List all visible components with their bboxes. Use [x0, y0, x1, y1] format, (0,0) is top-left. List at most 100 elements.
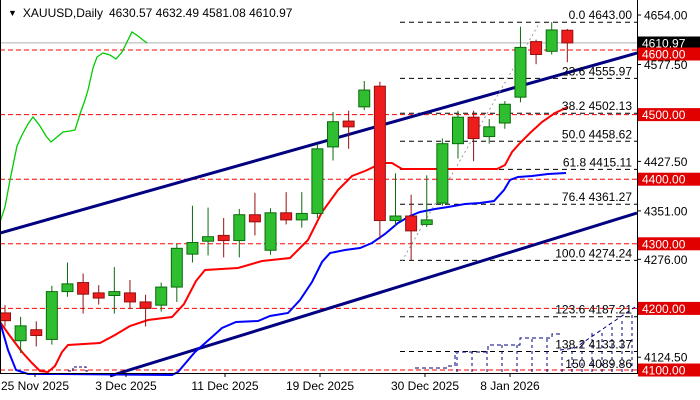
candle-bullish [420, 175, 433, 228]
candle-bullish [45, 285, 58, 345]
candle-bullish [311, 143, 324, 218]
candle-body [170, 247, 183, 288]
fib-level-label: 123.6 4187.21 [555, 303, 632, 317]
price-axis-label: 4577.50 [644, 58, 688, 72]
candle-body [436, 143, 449, 204]
fib-level-label: 0.0 4643.00 [569, 8, 633, 22]
price-axis-label: 4200.00 [642, 302, 686, 316]
candle-body [92, 292, 105, 299]
candle-bullish [436, 138, 449, 206]
candle-body [155, 286, 168, 306]
candle-body [327, 121, 340, 148]
candle-body [389, 215, 402, 222]
candle-bearish [77, 273, 90, 314]
dashed-indicator-rise [559, 306, 636, 351]
candle-bearish [0, 305, 11, 327]
time-axis-label: 25 Nov 2025 [1, 379, 69, 393]
candle-bullish [498, 101, 511, 129]
fib-level-label: 23.6 4555.97 [562, 64, 632, 78]
candle-bullish [514, 26, 527, 103]
candle-body [0, 312, 11, 322]
candle-bearish [30, 321, 43, 347]
candle-body [405, 215, 418, 232]
fib-level-label: 38.2 4502.13 [562, 99, 632, 113]
candle-body [108, 291, 121, 296]
candle-bearish [123, 279, 136, 310]
ohlc-values: 4630.57 4632.49 4581.08 4610.97 [108, 6, 293, 20]
price-axis-label: 4100.00 [642, 364, 686, 378]
candle-bearish [342, 110, 355, 149]
candle-body [233, 214, 246, 242]
candle-bullish [483, 119, 496, 144]
fast-ma-line [0, 106, 569, 374]
green-indicator-line [0, 31, 148, 223]
candle-body [451, 116, 464, 145]
candle-bullish [451, 110, 464, 159]
fib-level-label: 100.0 4274.24 [555, 246, 632, 260]
dashed-indicator-blip [68, 366, 90, 372]
level-price-badge [638, 172, 700, 186]
symbol-dropdown-icon[interactable]: ▼ [8, 7, 17, 18]
candle-body [45, 291, 58, 340]
candle-body [467, 116, 480, 140]
candle-bullish [61, 262, 74, 297]
candle-bullish [170, 243, 183, 302]
candle-body [139, 301, 152, 309]
time-axis-label: 30 Dec 2025 [391, 379, 459, 393]
candle-bullish [327, 112, 340, 161]
candle-bullish [233, 208, 246, 258]
level-price-badge [638, 301, 700, 315]
time-axis-label: 3 Dec 2025 [95, 379, 157, 393]
candle-bullish [202, 207, 215, 256]
candle-body [514, 46, 527, 98]
candle-bullish [389, 173, 402, 226]
price-axis-label: 4124.50 [644, 351, 688, 365]
candle-bearish [405, 194, 418, 261]
candle-body [14, 325, 27, 342]
candle-body [264, 212, 277, 251]
candle-body [561, 29, 574, 44]
price-axis-label: 4610.97 [642, 37, 686, 51]
candle-bearish [530, 39, 543, 65]
candle-body [498, 103, 511, 124]
candle-body [342, 120, 355, 128]
fib-level-label: 76.4 4361.27 [562, 190, 632, 204]
candle-body [280, 212, 293, 221]
candle-body [30, 329, 43, 337]
candle-bearish [467, 110, 480, 162]
candle-body [186, 242, 199, 255]
current-price-badge [638, 36, 700, 50]
candle-body [202, 236, 215, 242]
slow-ma-line [0, 172, 567, 377]
candle-bullish [295, 192, 308, 228]
candle-body [420, 219, 433, 225]
candle-body [248, 214, 261, 223]
time-axis-label: 19 Dec 2025 [286, 379, 354, 393]
fib-level-label: 138.2 4133.37 [555, 338, 632, 352]
candle-body [217, 234, 230, 242]
level-price-badge [638, 108, 700, 122]
candle-body [77, 282, 90, 295]
candle-bearish [373, 81, 386, 240]
price-axis-label: 4276.00 [644, 253, 688, 267]
fib-level-label: 50.0 4458.62 [562, 127, 632, 141]
price-axis-label: 4654.00 [644, 9, 688, 23]
level-price-badge [638, 47, 700, 61]
price-axis-label: 4500.00 [642, 108, 686, 122]
candle-bullish [108, 267, 121, 314]
candle-bearish [248, 192, 261, 236]
chart-title: ▼ XAUUSD,Daily 4630.57 4632.49 4581.08 4… [8, 6, 292, 20]
price-axis-label: 4300.00 [642, 237, 686, 251]
candle-bullish [264, 208, 277, 255]
fib-level-label: 150 4089.86 [565, 357, 632, 371]
candle-body [530, 41, 543, 56]
time-axis-label: 8 Jan 2026 [480, 379, 540, 393]
level-price-badge [638, 237, 700, 251]
candle-bullish [155, 282, 168, 312]
level-price-badge [638, 363, 700, 377]
candle-body [123, 292, 136, 303]
price-axis-label: 4600.00 [642, 48, 686, 62]
dashed-indicator-steps [415, 333, 560, 369]
candle-body [483, 126, 496, 138]
